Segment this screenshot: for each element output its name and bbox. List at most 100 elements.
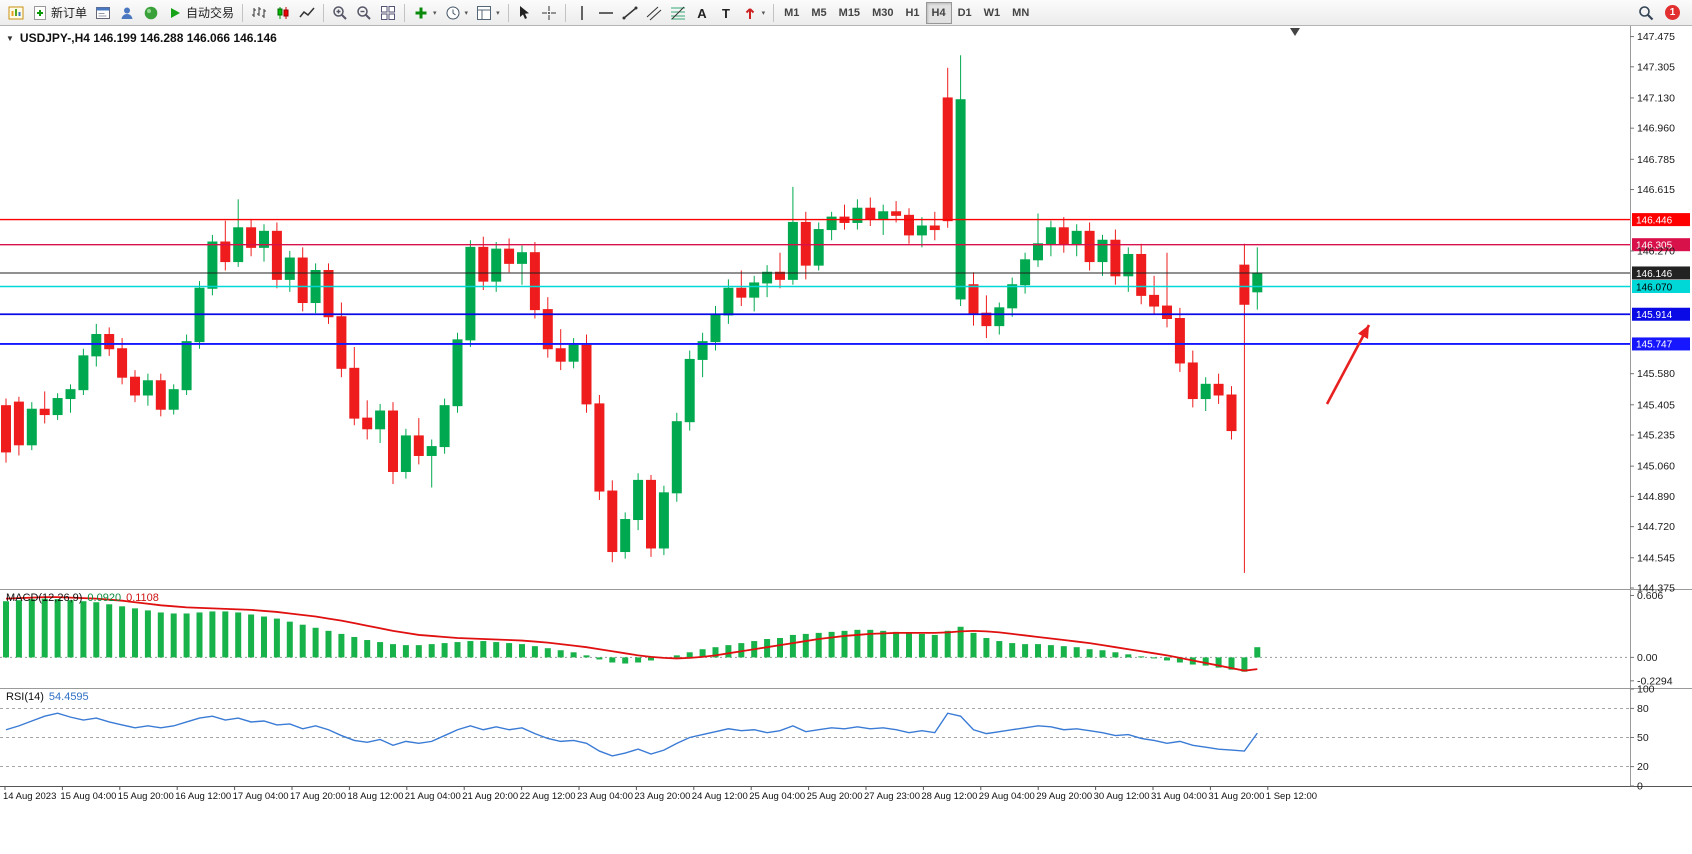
templates-button[interactable]: ▾	[472, 2, 504, 24]
appchart-icon	[8, 5, 24, 21]
macd-bar	[209, 611, 216, 658]
rsi-axis-label: 50	[1637, 732, 1649, 744]
timeframe-m30[interactable]: M30	[872, 6, 894, 19]
label-button[interactable]: T	[714, 2, 738, 24]
timeframe-h1[interactable]: H1	[905, 6, 920, 19]
macd-bar	[15, 600, 22, 658]
macd-bar	[312, 627, 319, 658]
profile-icon	[119, 5, 135, 21]
periods-button[interactable]: ▾	[441, 2, 473, 24]
candlestick-chart-button[interactable]	[271, 2, 295, 24]
data-window-button[interactable]	[115, 2, 139, 24]
navigator-button[interactable]	[139, 2, 163, 24]
marketwatch-icon	[95, 5, 111, 21]
macd-bar	[893, 631, 900, 658]
hline-145.914[interactable]: 145.914	[0, 307, 1690, 321]
timeframe-m15[interactable]: M15	[838, 6, 861, 19]
timeframe-w1[interactable]: W1	[983, 6, 1001, 19]
candle-up	[452, 339, 463, 407]
macd-bar	[506, 643, 513, 658]
price-badge-label: 146.146	[1636, 269, 1673, 280]
auto-trading-button-label: 自动交易	[186, 6, 235, 20]
candle-up	[91, 334, 102, 357]
macd-bar	[1086, 649, 1093, 658]
hline-146.146[interactable]: 146.146	[0, 266, 1690, 280]
hline-146.070[interactable]: 146.070	[0, 279, 1690, 293]
timeframe-d1[interactable]: D1	[957, 6, 972, 19]
candle-up	[1200, 383, 1211, 400]
price-tick-label: 145.235	[1637, 430, 1675, 442]
price-badge	[1632, 337, 1690, 351]
fibonacci-button[interactable]	[666, 2, 690, 24]
line-chart-button[interactable]	[295, 2, 319, 24]
candle-down	[388, 410, 398, 472]
tile-icon	[380, 5, 396, 21]
horizontal-line-button[interactable]	[594, 2, 618, 24]
bar-chart-button[interactable]	[247, 2, 271, 24]
channel-button[interactable]	[642, 2, 666, 24]
hline-146.305[interactable]: 146.305	[0, 238, 1690, 251]
macd-bar	[428, 644, 435, 658]
macd-bar	[686, 652, 693, 658]
macd-bar	[1047, 645, 1054, 658]
candle-up	[181, 341, 192, 391]
candle-down	[504, 248, 515, 264]
candle-down	[220, 241, 231, 263]
macd-bar	[1202, 657, 1209, 666]
candle-up	[620, 519, 631, 553]
cursor-button[interactable]	[513, 2, 537, 24]
hline-146.446[interactable]: 146.446	[0, 213, 1690, 226]
macd-bar	[377, 642, 384, 658]
macd-bar	[390, 644, 396, 658]
arrow-annotation[interactable]	[1325, 324, 1371, 405]
auto-trading-button[interactable]: 自动交易	[163, 2, 238, 24]
vertical-line-button[interactable]	[570, 2, 594, 24]
zoom-in-button[interactable]	[328, 2, 352, 24]
tile-windows-button[interactable]	[376, 2, 400, 24]
candle-down	[929, 225, 940, 231]
candle-down	[800, 221, 811, 266]
new-order-button-label: 新订单	[51, 6, 88, 20]
hline-145.747[interactable]: 145.747	[0, 337, 1690, 351]
new-order-button[interactable]: 新订单	[28, 2, 91, 24]
macd-axis-label: -0.2294	[1637, 675, 1673, 687]
time-tick-label: 16 Aug 12:00	[175, 791, 231, 802]
candle-down	[336, 316, 347, 369]
candle-up	[1071, 230, 1082, 245]
candle-down	[13, 401, 24, 446]
price-tick-label: 146.615	[1637, 184, 1675, 196]
toolbar-separator	[507, 3, 509, 22]
notification-badge[interactable]: 1	[1665, 5, 1680, 20]
macd-axis-label: 0.00	[1637, 652, 1658, 664]
timeframe-h4[interactable]: H4	[925, 1, 952, 24]
price-tick-label: 146.960	[1637, 123, 1675, 135]
price-badge	[1632, 307, 1690, 321]
price-badge-label: 146.446	[1636, 215, 1673, 226]
candle-up	[207, 241, 218, 289]
candle-up	[517, 252, 527, 264]
symbol-ohlc-title: USDJPY-,H4 146.199 146.288 146.066 146.1…	[19, 31, 277, 45]
macd-bar	[41, 598, 48, 658]
time-tick-label: 24 Aug 12:00	[692, 791, 748, 802]
timeframe-mn[interactable]: MN	[1012, 6, 1030, 19]
macd-bar	[454, 642, 461, 658]
macd-bar	[841, 630, 848, 658]
text-button[interactable]: A	[690, 2, 714, 24]
indicators-button[interactable]: ▾	[409, 2, 441, 24]
macd-bar	[648, 657, 654, 661]
price-tick-label: 145.580	[1637, 368, 1675, 380]
timeframe-m1[interactable]: M1	[784, 6, 800, 19]
macd-bar	[273, 618, 280, 658]
symbol-dropdown-icon[interactable]: ▼	[6, 33, 14, 43]
symbol-search-button[interactable]	[1634, 2, 1658, 24]
zoom-out-button[interactable]	[352, 2, 376, 24]
play-icon	[167, 5, 183, 21]
toolbar-separator	[773, 3, 775, 22]
arrows-button[interactable]: ▾	[738, 2, 770, 24]
crosshair-button[interactable]	[537, 2, 561, 24]
market-watch-button[interactable]	[91, 2, 115, 24]
timeframe-m5[interactable]: M5	[811, 6, 827, 19]
trendline-button[interactable]	[618, 2, 642, 24]
candle-down	[968, 284, 979, 314]
